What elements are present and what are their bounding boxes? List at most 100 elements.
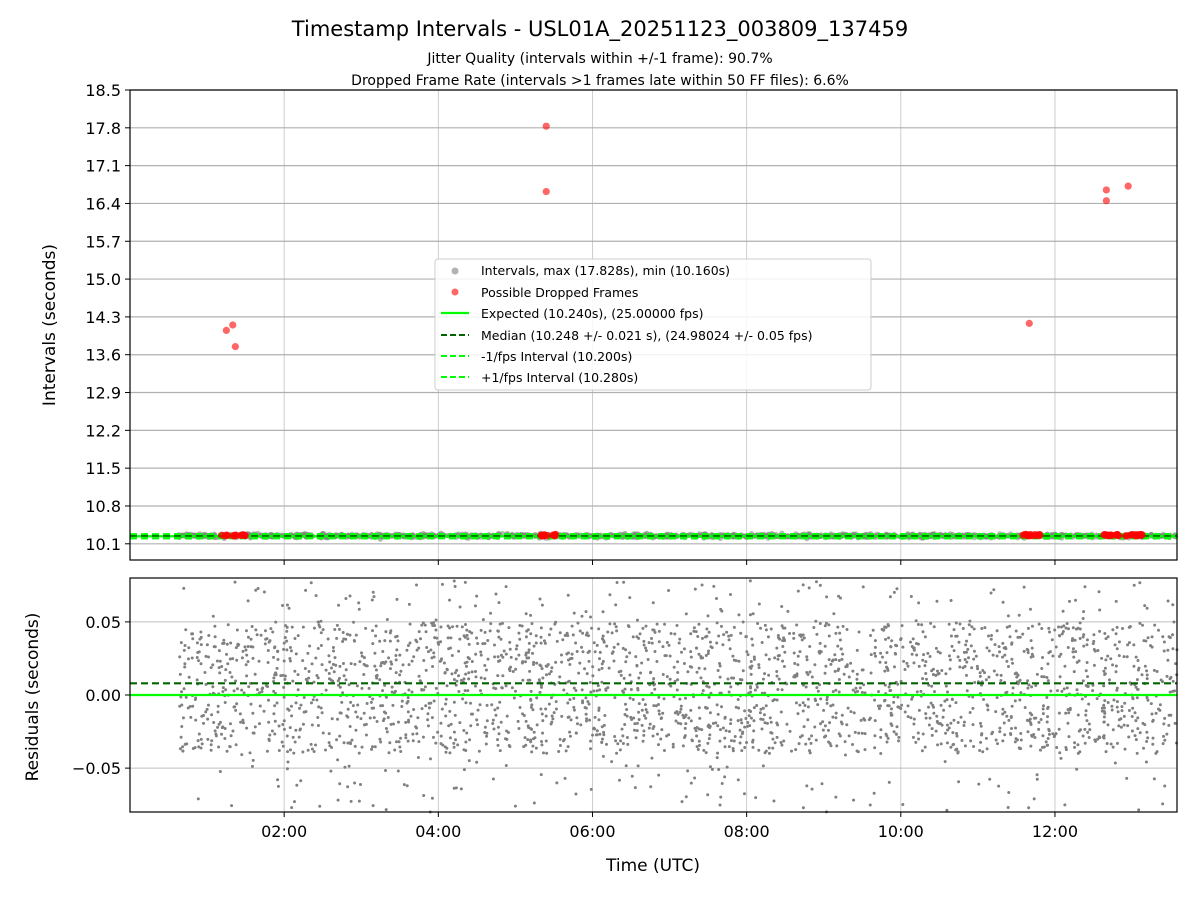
residual-point: [218, 720, 222, 724]
residual-point: [829, 662, 833, 666]
residual-point: [180, 690, 184, 694]
residual-point: [805, 784, 809, 788]
residual-point: [635, 618, 639, 622]
residual-point: [364, 626, 368, 630]
residual-point: [628, 651, 632, 655]
residual-point: [283, 674, 287, 678]
residual-point: [837, 690, 841, 694]
residual-point: [333, 656, 337, 660]
residual-point: [703, 667, 707, 671]
residual-point: [1104, 658, 1108, 662]
residual-point: [948, 658, 952, 662]
residual-point: [195, 641, 199, 645]
residual-point: [1067, 627, 1071, 631]
residual-point: [534, 746, 538, 750]
residual-point: [591, 733, 595, 737]
residual-point: [540, 743, 544, 747]
residual-point: [491, 718, 495, 722]
residual-point: [837, 659, 841, 663]
residual-point: [947, 654, 951, 658]
residual-point: [521, 712, 525, 716]
residual-point: [740, 749, 744, 753]
residual-point: [928, 716, 932, 720]
residual-point: [219, 732, 223, 736]
residual-point: [1040, 655, 1044, 659]
residual-point: [948, 667, 952, 671]
residual-point: [814, 619, 818, 623]
residual-point: [1106, 700, 1110, 704]
residual-point: [217, 666, 221, 670]
residual-point: [514, 657, 518, 661]
residual-point: [990, 633, 994, 637]
residual-point: [217, 649, 221, 653]
residual-point: [1062, 624, 1066, 628]
residual-point: [1041, 734, 1045, 738]
residual-point: [551, 717, 555, 721]
residual-point: [479, 653, 483, 657]
residual-point: [981, 669, 985, 673]
residual-point: [837, 594, 841, 598]
residual-point: [257, 722, 261, 726]
residual-point: [285, 603, 289, 607]
residual-point: [469, 701, 473, 705]
residual-point: [983, 671, 987, 675]
residual-point: [967, 656, 971, 660]
residual-point: [801, 806, 805, 810]
residual-point: [245, 653, 249, 657]
residual-point: [863, 748, 867, 752]
residual-point: [810, 787, 814, 791]
residual-point: [740, 721, 744, 725]
residual-point: [958, 665, 962, 669]
residual-point: [581, 650, 585, 654]
residual-point: [1058, 751, 1062, 755]
residual-point: [637, 718, 641, 722]
residual-point: [795, 623, 799, 627]
residual-point: [970, 625, 974, 629]
residual-point: [265, 749, 269, 753]
residual-point: [720, 782, 724, 786]
residual-point: [978, 749, 982, 753]
residual-point: [568, 698, 572, 702]
residual-point: [749, 686, 753, 690]
residual-point: [525, 656, 529, 660]
residual-point: [407, 663, 411, 667]
residual-point: [714, 721, 718, 725]
residual-point: [340, 700, 344, 704]
residual-point: [315, 674, 319, 678]
residual-point: [948, 704, 952, 708]
residual-point: [545, 751, 549, 755]
residual-point: [1125, 655, 1129, 659]
residual-point: [718, 728, 722, 732]
dropped-frame-point: [1025, 531, 1033, 539]
residual-point: [388, 667, 392, 671]
residual-point: [294, 728, 298, 732]
residual-point: [1067, 711, 1071, 715]
residual-point: [936, 650, 940, 654]
residual-point: [816, 689, 820, 693]
residual-point: [676, 660, 680, 664]
residual-point: [535, 661, 539, 665]
residual-point: [1093, 649, 1097, 653]
residual-point: [179, 735, 183, 739]
residual-point: [689, 655, 693, 659]
residual-point: [839, 596, 843, 600]
x-tick-label: 04:00: [415, 822, 461, 841]
residual-point: [602, 730, 606, 734]
residual-point: [660, 728, 664, 732]
residual-point: [695, 734, 699, 738]
residual-point: [818, 622, 822, 626]
residual-point: [813, 663, 817, 667]
residual-point: [1114, 599, 1118, 603]
residual-point: [644, 716, 648, 720]
residual-point: [438, 659, 442, 663]
residual-point: [978, 671, 982, 675]
residual-point: [225, 749, 229, 753]
residual-point: [352, 620, 356, 624]
residual-point: [616, 642, 620, 646]
residual-point: [181, 745, 185, 749]
residual-point: [633, 728, 637, 732]
residual-point: [1076, 713, 1080, 717]
residual-point: [1134, 685, 1138, 689]
residual-point: [447, 724, 451, 728]
residual-point: [861, 668, 865, 672]
